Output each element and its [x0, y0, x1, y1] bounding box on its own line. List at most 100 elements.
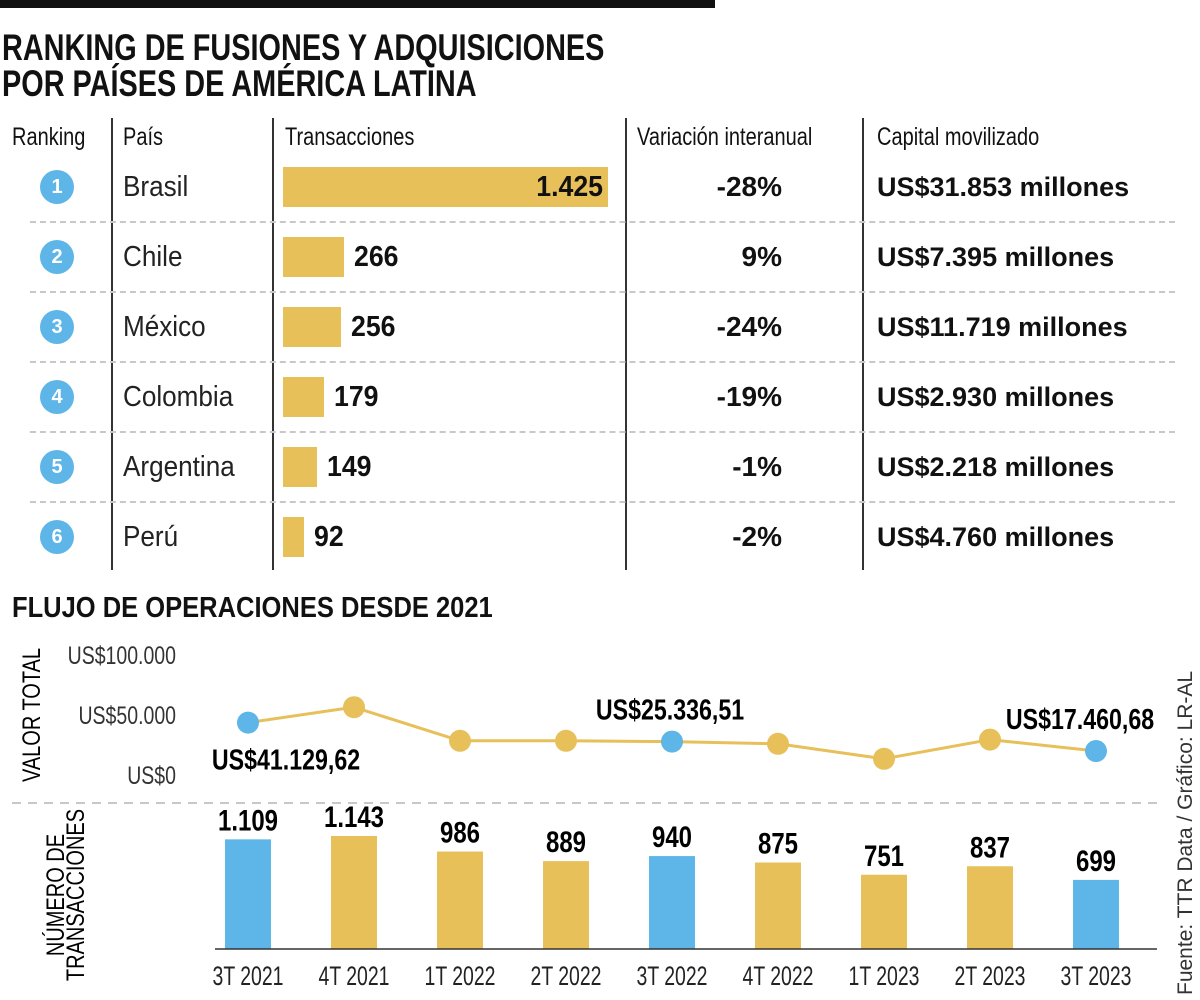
y-tick-label: US$50.000: [78, 702, 176, 730]
variation-value: -1%: [732, 451, 782, 482]
x-tick-label: 1T 2022: [425, 961, 496, 991]
bar-axis-label-line2: TRANSACCIONES: [62, 809, 90, 981]
country-name: México: [123, 311, 206, 343]
x-tick-label: 4T 2022: [743, 961, 814, 991]
value-point-label: US$17.460,68: [1006, 703, 1154, 736]
y-tick-label: US$100.000: [68, 642, 176, 670]
capital-value: US$7.395 millones: [877, 242, 1115, 272]
source-credit: Fuente: TTR Data / Gráfico: LR-AL: [1174, 671, 1197, 995]
transactions-bar: [437, 851, 483, 949]
chart-title: FLUJO DE OPERACIONES DESDE 2021: [12, 592, 493, 624]
bar-axis-label-line1: NÚMERO DE: [42, 834, 70, 956]
title-line-2: POR PAÍSES DE AMÉRICA LATINA: [2, 63, 477, 104]
bar-value-label: 837: [970, 830, 1010, 864]
country-name: Brasil: [123, 171, 189, 203]
transactions-bar: [1073, 879, 1119, 949]
transactions-value: 179: [334, 381, 379, 413]
row-separator: [30, 361, 1175, 363]
capital-value: US$4.760 millones: [877, 522, 1115, 552]
x-tick-label: 4T 2021: [319, 961, 390, 991]
transactions-bar: [283, 167, 608, 207]
row-separator: [30, 431, 1175, 433]
value-point: [449, 729, 471, 752]
column-divider: [272, 118, 274, 570]
value-point-label: US$25.336,51: [596, 693, 744, 726]
bar-value-label: 751: [864, 838, 904, 872]
header-country: País: [123, 123, 164, 151]
capital-value: US$2.930 millones: [877, 382, 1115, 412]
bar-value-label: 1.143: [324, 799, 384, 833]
transactions-bar: [649, 856, 695, 949]
transactions-value: 92: [314, 521, 344, 553]
country-name: Chile: [123, 241, 183, 273]
transactions-bar: [967, 866, 1013, 949]
value-point: [873, 747, 895, 770]
transactions-bar: [283, 307, 341, 347]
transactions-value: 256: [351, 311, 396, 343]
transactions-bar: [283, 447, 317, 487]
rank-badge: 5: [40, 450, 74, 484]
variation-value: -2%: [732, 521, 782, 552]
line-axis-label: VALOR TOTAL: [18, 648, 46, 782]
capital-value: US$2.218 millones: [877, 452, 1115, 482]
transactions-bar: [225, 839, 271, 949]
header-transactions: Transacciones: [285, 123, 415, 151]
top-rule: [0, 0, 715, 8]
value-point: [661, 730, 683, 753]
bar-value-label: 1.109: [218, 803, 278, 837]
transactions-bar: [283, 377, 324, 417]
variation-value: -19%: [716, 381, 782, 412]
value-point-label: US$41.129,62: [212, 743, 360, 776]
transactions-bar: [283, 517, 304, 557]
header-capital: Capital movilizado: [877, 123, 1040, 151]
rank-badge: 4: [40, 380, 74, 414]
x-tick-label: 3T 2022: [637, 961, 708, 991]
rank-badge: 1: [40, 170, 74, 204]
value-point: [1085, 740, 1107, 763]
row-separator: [30, 221, 1175, 223]
x-tick-label: 3T 2023: [1061, 961, 1132, 991]
value-point: [555, 729, 577, 752]
transactions-bar: [283, 237, 344, 277]
header-ranking: Ranking: [12, 123, 86, 151]
transactions-value: 1.425: [536, 171, 603, 203]
variation-value: 9%: [741, 241, 782, 272]
rank-badge: 3: [40, 310, 74, 344]
column-divider: [862, 118, 864, 570]
transactions-bar: [543, 861, 589, 949]
value-point: [237, 711, 259, 734]
bar-value-label: 699: [1076, 843, 1116, 877]
transactions-value: 266: [354, 241, 399, 273]
rank-badge: 2: [40, 240, 74, 274]
bar-value-label: 986: [440, 815, 480, 849]
x-tick-label: 3T 2021: [213, 961, 284, 991]
transactions-bar: [331, 836, 377, 949]
value-point: [767, 732, 789, 755]
y-tick-label: US$0: [127, 762, 176, 790]
x-tick-label: 2T 2022: [531, 961, 602, 991]
bar-value-label: 875: [758, 826, 798, 860]
title-line-1: RANKING DE FUSIONES Y ADQUISICIONES: [2, 27, 605, 68]
variation-value: -24%: [716, 311, 782, 342]
rank-badge: 6: [40, 520, 74, 554]
x-tick-label: 2T 2023: [955, 961, 1026, 991]
country-name: Perú: [123, 521, 179, 553]
column-divider: [111, 118, 113, 570]
transactions-bar: [755, 862, 801, 949]
column-divider: [625, 118, 627, 570]
header-variation: Variación interanual: [637, 123, 813, 151]
country-name: Colombia: [123, 381, 234, 413]
country-name: Argentina: [123, 451, 235, 483]
bar-value-label: 889: [546, 825, 586, 859]
value-point: [343, 696, 365, 719]
bar-value-label: 940: [652, 819, 692, 853]
capital-value: US$31.853 millones: [877, 172, 1130, 202]
transactions-bar: [861, 874, 907, 949]
row-separator: [30, 501, 1175, 503]
variation-value: -28%: [716, 171, 782, 202]
capital-value: US$11.719 millones: [877, 312, 1128, 342]
row-separator: [30, 291, 1175, 293]
value-point: [979, 728, 1001, 751]
transactions-value: 149: [327, 451, 372, 483]
